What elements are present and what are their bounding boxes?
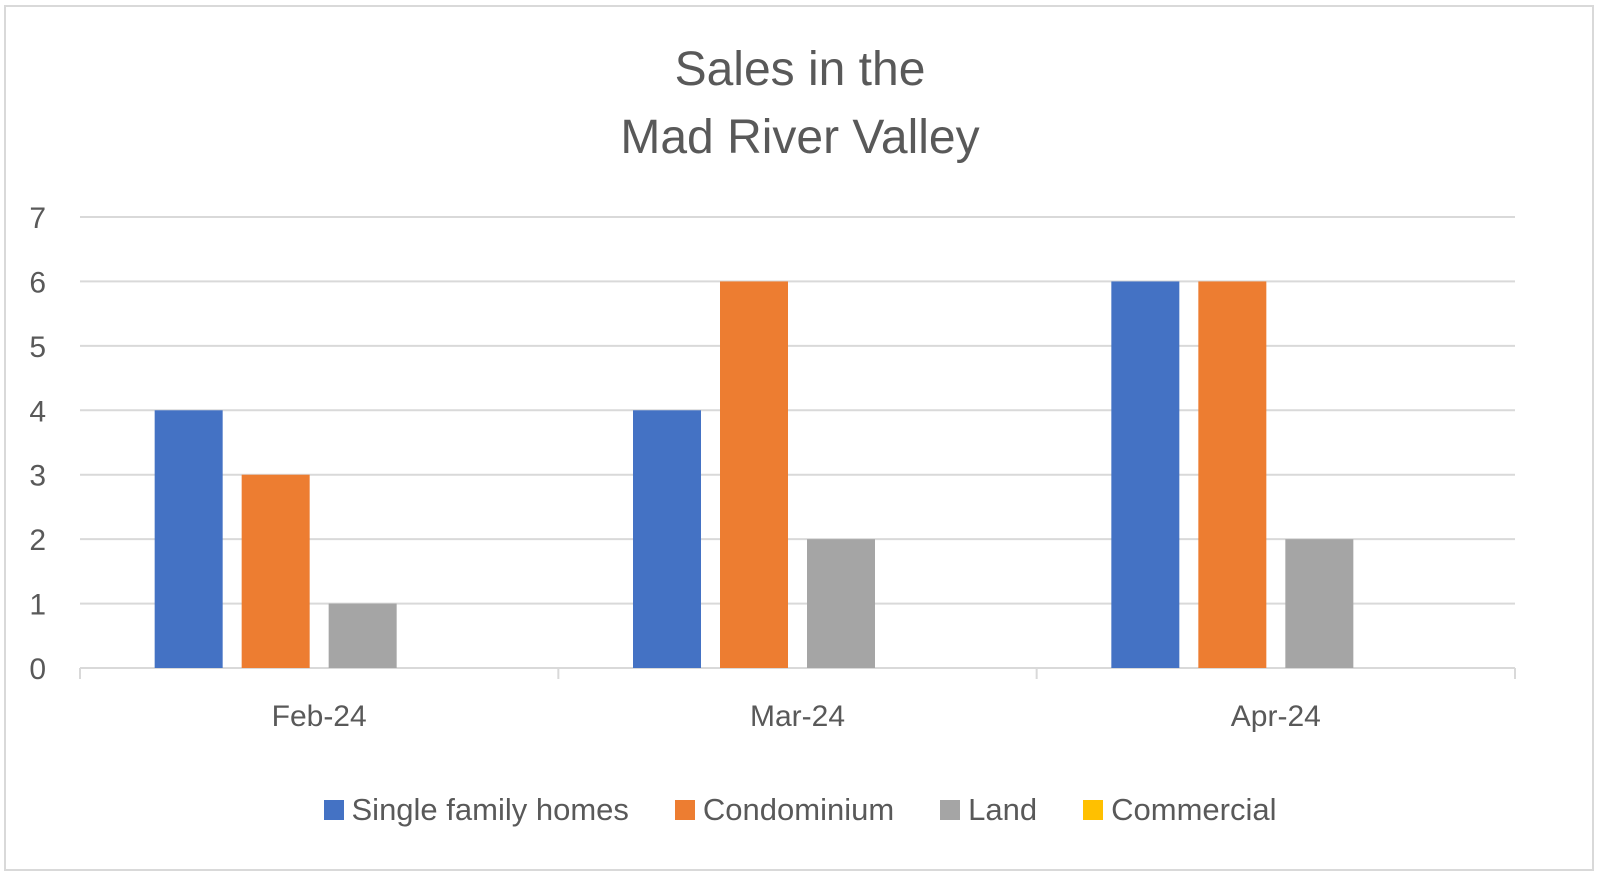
bar-single-family-homes-apr-24 [1111, 281, 1180, 668]
bar-condominium-mar-24 [720, 281, 788, 668]
legend-label: Single family homes [351, 792, 629, 827]
y-tick-label-3: 3 [29, 460, 46, 493]
legend-swatch [674, 800, 695, 820]
y-tick-label-5: 5 [29, 331, 46, 364]
chart-legend: Single family homes Condominium Land Commer… [0, 790, 1600, 830]
legend-item-land: Land [940, 792, 1037, 828]
y-tick-label-2: 2 [29, 524, 46, 557]
bar-condominium-feb-24 [241, 474, 310, 668]
y-tick-label-0: 0 [29, 653, 46, 686]
legend-label: Condominium [702, 792, 895, 827]
y-tick-label-6: 6 [29, 266, 46, 299]
chart-title-line-1: Sales in the [674, 43, 926, 96]
y-tick-label-1: 1 [29, 589, 46, 622]
legend-label: Land [968, 792, 1038, 827]
y-tick-label-7: 7 [29, 202, 46, 235]
x-tick-label-apr-24: Apr-24 [1231, 700, 1321, 733]
bar-single-family-homes-feb-24 [154, 410, 223, 668]
legend-swatch [940, 800, 961, 820]
legend-item-condominium: Condominium [674, 792, 895, 828]
bar-land-apr-24 [1285, 539, 1354, 668]
x-tick-label-mar-24: Mar-24 [750, 700, 845, 733]
legend-item-commercial: Commercial [1083, 792, 1277, 828]
y-tick-label-4: 4 [29, 395, 46, 428]
bar-land-feb-24 [328, 603, 397, 668]
bar-land-mar-24 [807, 539, 875, 668]
legend-label: Commercial [1111, 792, 1277, 827]
legend-swatch [323, 800, 344, 820]
legend-swatch [1083, 800, 1104, 820]
bar-condominium-apr-24 [1198, 281, 1267, 668]
chart-frame [4, 5, 1594, 871]
legend-item-single-family-homes: Single family homes [323, 792, 629, 828]
bar-single-family-homes-mar-24 [633, 410, 701, 668]
chart-title-line-2: Mad River Valley [620, 111, 980, 164]
x-tick-label-feb-24: Feb-24 [272, 700, 367, 733]
